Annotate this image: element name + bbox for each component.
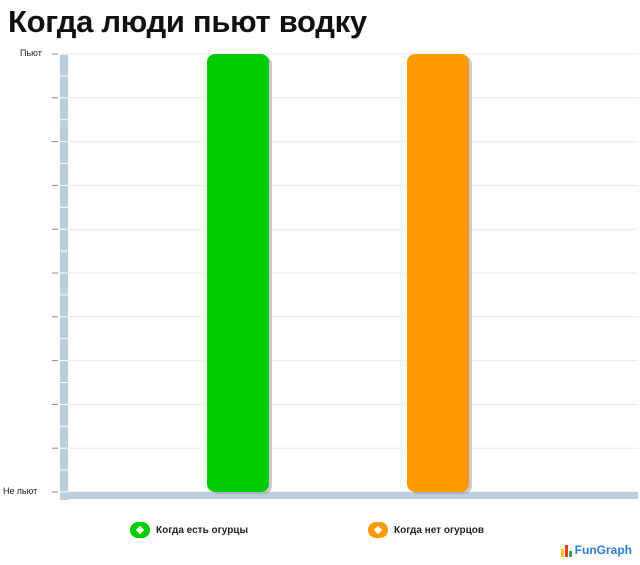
- x-axis-floor: [68, 492, 638, 499]
- legend-marker-icon: [130, 522, 150, 538]
- legend-item-without-cucumbers: Когда нет огурцов: [368, 522, 484, 538]
- chart-title: Когда люди пьют водку: [8, 4, 367, 39]
- y-axis-wall: [60, 54, 68, 500]
- logo-text: FunGraph: [574, 543, 632, 557]
- bar-1: [407, 54, 469, 492]
- legend-label: Когда есть огурцы: [156, 524, 248, 536]
- legend-marker-icon: [368, 522, 388, 538]
- bar-0: [207, 54, 269, 492]
- y-tick-label-bottom: Не пьют: [3, 486, 38, 496]
- bar-chart: [52, 53, 638, 500]
- legend-item-with-cucumbers: Когда есть огурцы: [130, 522, 248, 538]
- fungraph-logo: FunGraph: [560, 543, 632, 557]
- legend-label: Когда нет огурцов: [394, 524, 485, 536]
- logo-bars-icon: [560, 545, 573, 557]
- y-tick-label-top: Пьют: [20, 48, 42, 58]
